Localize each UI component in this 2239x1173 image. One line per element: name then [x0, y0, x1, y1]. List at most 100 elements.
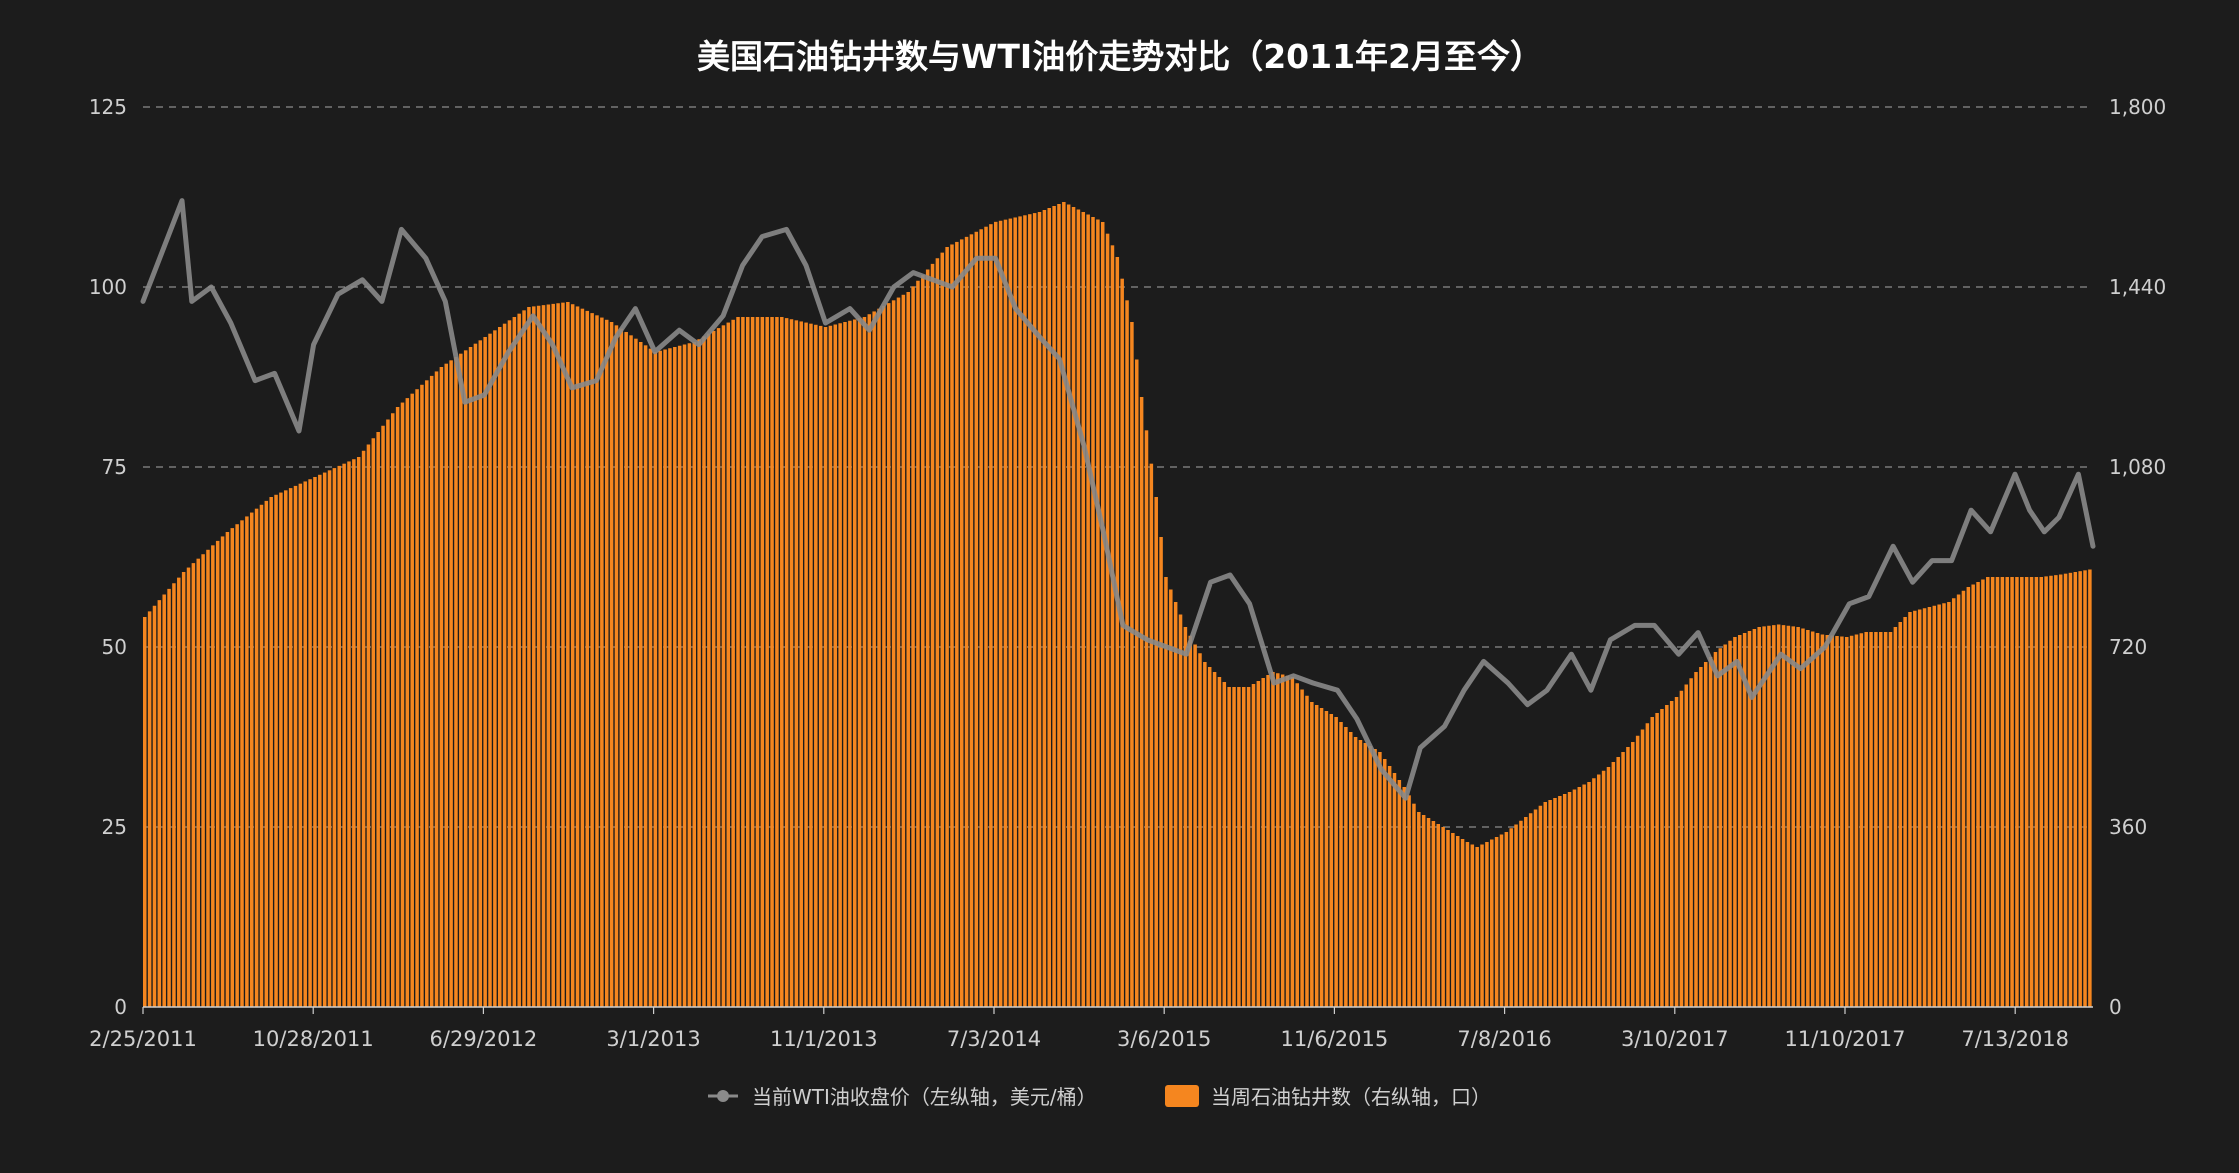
- rig-count-bar: [308, 479, 312, 1008]
- rig-count-bar: [1412, 803, 1416, 1007]
- x-axis-tick-label: 3/10/2017: [1621, 1027, 1729, 1051]
- rig-count-bar: [1606, 767, 1611, 1007]
- left-axis-tick-label: 0: [114, 995, 127, 1019]
- rig-count-bar: [935, 258, 940, 1007]
- rig-count-bar: [561, 302, 565, 1008]
- rig-count-bar: [361, 450, 366, 1007]
- rig-count-bar: [181, 572, 186, 1007]
- x-axis-tick-label: 2/25/2011: [89, 1027, 197, 1051]
- rig-count-bar: [454, 357, 458, 1007]
- rig-count-bar: [1786, 625, 1791, 1007]
- rig-count-bar: [371, 438, 376, 1007]
- x-axis-tick-label: 3/6/2015: [1117, 1027, 1211, 1051]
- rig-count-bar: [318, 474, 322, 1007]
- rig-count-bar: [1324, 711, 1329, 1007]
- rig-count-bar: [921, 275, 925, 1008]
- rig-count-bar: [2005, 577, 2009, 1007]
- rig-count-bar: [1076, 209, 1081, 1007]
- x-axis-tick-label: 7/8/2016: [1457, 1027, 1551, 1051]
- rig-count-bar: [745, 317, 750, 1007]
- rig-count-bar: [1222, 682, 1227, 1007]
- rig-count-bar: [1383, 759, 1387, 1007]
- legend-price-label: 当前WTI油收盘价（左纵轴，美元/桶）: [752, 1085, 1097, 1109]
- rig-count-bar: [1178, 614, 1183, 1007]
- rig-count-bar: [395, 407, 400, 1007]
- rig-count-bar: [522, 310, 526, 1008]
- rig-count-bar: [624, 332, 628, 1007]
- rig-count-bar: [1100, 222, 1105, 1007]
- rig-count-bar: [1057, 204, 1061, 1007]
- rig-count-bar: [1426, 818, 1431, 1007]
- rig-count-bar: [867, 314, 872, 1008]
- rig-count-bar: [502, 323, 507, 1007]
- rig-count-bar: [707, 333, 711, 1007]
- rig-count-bar: [1621, 752, 1625, 1007]
- rig-count-bar: [595, 315, 599, 1008]
- rig-count-bar: [1164, 577, 1168, 1007]
- rig-count-bar: [347, 461, 351, 1007]
- rig-count-bar: [459, 353, 463, 1007]
- rig-count-bar: [512, 317, 517, 1007]
- rig-count-bar: [327, 470, 332, 1008]
- rig-count-bar: [1490, 839, 1494, 1007]
- rig-count-bar: [1820, 634, 1825, 1007]
- rig-count-bar: [882, 305, 886, 1007]
- rig-count-bar: [809, 323, 813, 1007]
- rig-count-bar: [711, 330, 716, 1007]
- rig-count-bar: [614, 325, 619, 1008]
- rig-count-bar: [775, 317, 779, 1007]
- rig-count-bar: [1475, 847, 1479, 1007]
- rig-count-bar: [1091, 217, 1095, 1007]
- rig-count-bar: [172, 583, 176, 1007]
- rig-count-bar: [186, 567, 191, 1007]
- rig-count-bar: [162, 594, 166, 1007]
- rig-count-bar: [1932, 605, 1937, 1007]
- rig-count-bar: [1334, 717, 1338, 1007]
- rig-count-bar: [1572, 789, 1577, 1007]
- legend-item-rigs[interactable]: 当周石油钻井数（右纵轴，口）: [1165, 1085, 1491, 1109]
- rig-count-bar: [1986, 577, 1990, 1007]
- rig-count-bar: [887, 303, 891, 1007]
- rig-count-bar: [1139, 397, 1144, 1007]
- rig-count-bar: [439, 367, 444, 1007]
- rig-count-bar: [337, 465, 342, 1007]
- rig-count-bar: [896, 297, 901, 1007]
- rig-count-bar: [1533, 809, 1538, 1007]
- rig-count-bar: [1864, 632, 1868, 1007]
- rig-count-bar: [147, 611, 152, 1008]
- rig-count-bar: [1363, 743, 1368, 1007]
- rig-count-bar: [2083, 570, 2087, 1007]
- left-axis-tick-label: 100: [89, 275, 127, 299]
- rig-count-bar: [1543, 802, 1547, 1007]
- rig-count-bar: [1071, 207, 1076, 1007]
- rig-count-bar: [687, 343, 692, 1007]
- rig-count-bar: [1387, 766, 1392, 1007]
- rig-count-bar: [692, 342, 696, 1007]
- rig-count-bar: [269, 497, 273, 1007]
- rig-count-bar: [2068, 572, 2073, 1007]
- rig-count-bar: [629, 335, 633, 1008]
- rig-count-bar: [818, 325, 823, 1007]
- rig-count-bar: [1723, 644, 1727, 1007]
- rig-count-bar: [1193, 644, 1197, 1007]
- rig-count-bar: [1018, 216, 1022, 1008]
- rig-count-bar: [731, 319, 735, 1007]
- rig-count-bar: [1062, 202, 1066, 1007]
- rig-count-bar: [1845, 637, 1849, 1007]
- rig-count-bar: [1747, 631, 1752, 1007]
- rig-count-bar: [1368, 746, 1372, 1007]
- legend-item-price[interactable]: 当前WTI油收盘价（左纵轴，美元/桶）: [708, 1085, 1097, 1109]
- rig-count-bar: [1149, 463, 1154, 1007]
- x-axis-tick-label: 10/28/2011: [253, 1027, 374, 1051]
- rig-count-bar: [566, 302, 570, 1007]
- rig-count-bar: [1339, 722, 1343, 1007]
- rig-count-bar: [1849, 635, 1854, 1007]
- rig-count-bar: [356, 457, 361, 1007]
- rig-count-bar: [527, 307, 531, 1007]
- rig-count-bar: [1655, 713, 1659, 1007]
- left-axis-tick-label: 75: [102, 455, 127, 479]
- rig-count-bar: [575, 306, 580, 1007]
- rig-count-bar: [1650, 717, 1654, 1007]
- rig-count-bar: [1290, 677, 1295, 1007]
- rig-count-bar: [964, 236, 969, 1008]
